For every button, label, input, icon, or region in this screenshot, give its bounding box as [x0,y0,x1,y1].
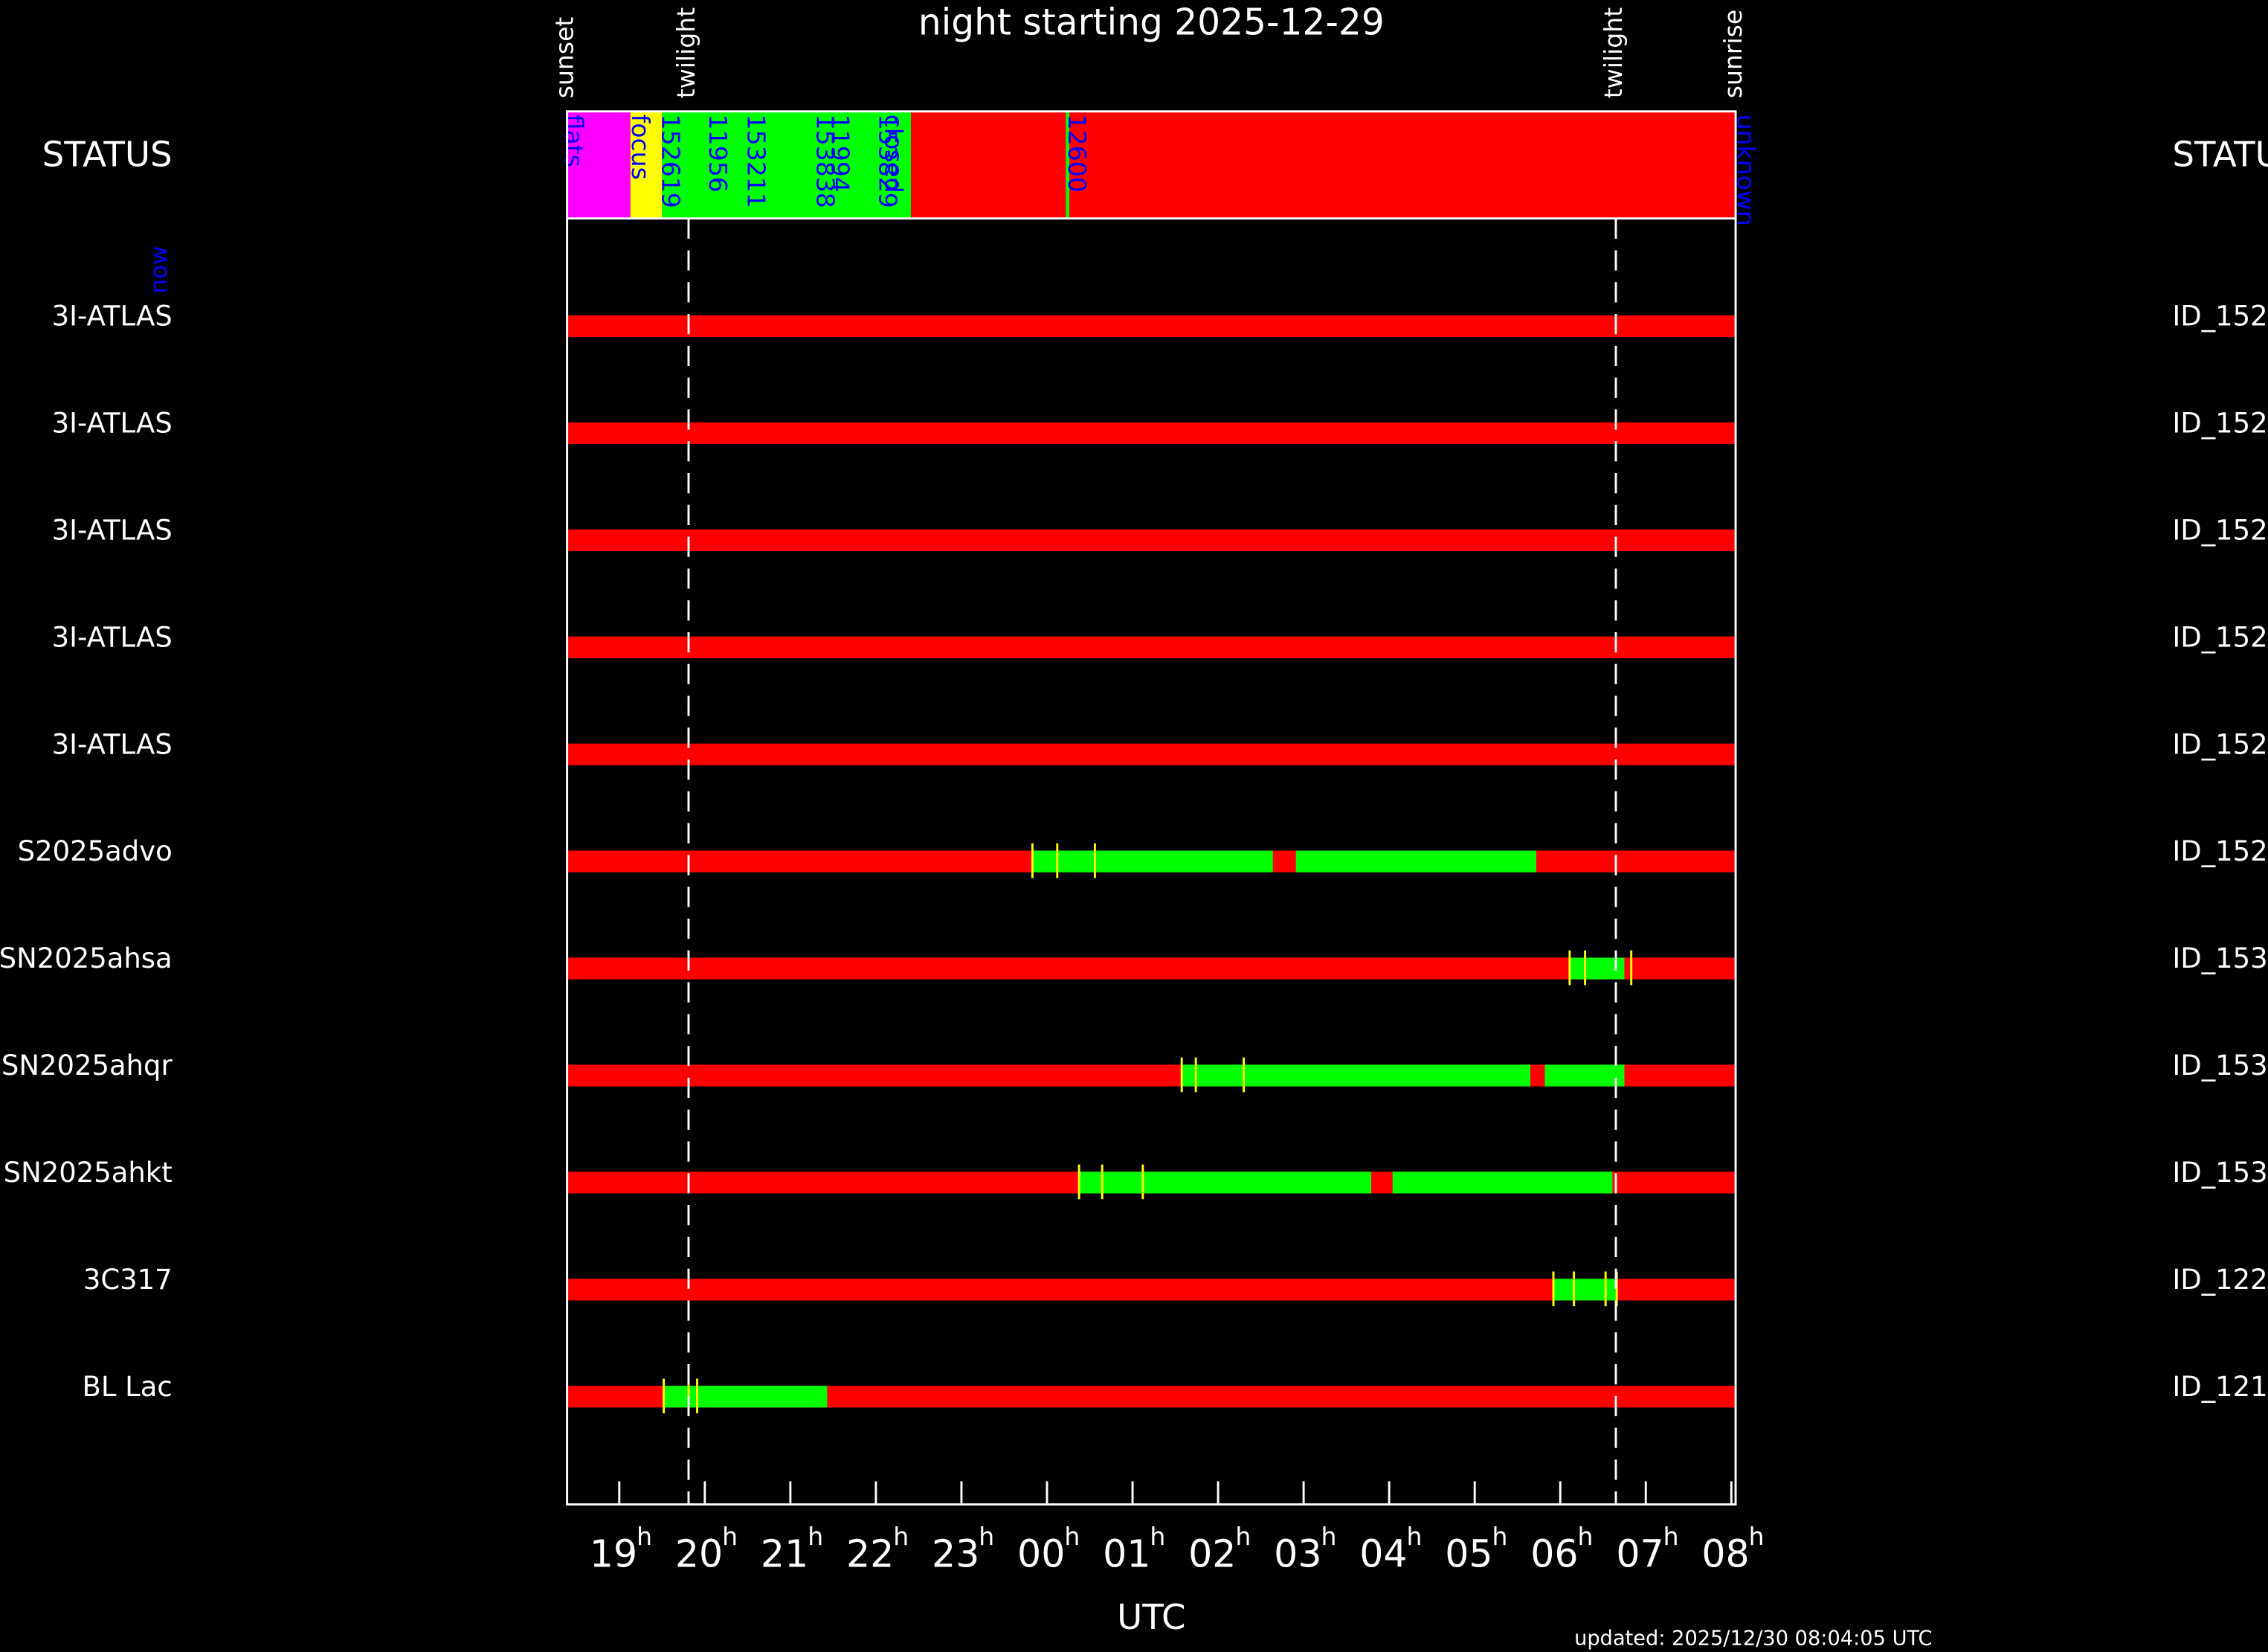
row-name: S2025advo [18,835,173,867]
row-id: ID_152529 [2172,621,2268,653]
event-label: sunrise [1718,10,1747,98]
event-label: sunset [550,17,579,99]
x-tick-unit: h [1578,1522,1594,1551]
x-tick-label: 02 [1188,1532,1236,1575]
x-tick-unit: h [1749,1522,1765,1551]
x-tick-unit: h [1663,1522,1679,1551]
now-label: now [146,246,173,294]
window [1392,1171,1613,1194]
event-label: twilight [1599,7,1628,98]
x-tick-unit: h [1235,1522,1251,1551]
row-name: 3I-ATLAS [52,621,173,653]
row-name: 3I-ATLAS [52,514,173,546]
row-id: ID_15252 [2172,835,2268,867]
row-name: 3I-ATLAS [52,300,173,332]
event-label: twilight [671,7,700,98]
row-id: ID_152524 [2172,514,2268,546]
status-text: 153211 [742,115,771,208]
status-segment [662,111,912,219]
row-background [567,315,1736,338]
row-name: 3I-ATLAS [52,408,173,440]
row-background [567,1279,1736,1301]
row-background [567,1064,1736,1087]
x-tick-unit: h [722,1522,738,1551]
status-text: flats [559,115,588,167]
window [1032,850,1273,872]
row-id: ID_153545 [2172,1157,2268,1189]
window [1079,1171,1371,1194]
row-id: ID_12133, [2172,1371,2268,1403]
plot-frame [566,110,1737,1506]
row-name: SN2025ahsa [0,942,173,974]
row-id: ID_152525 [2172,408,2268,440]
x-tick-label: 07 [1616,1532,1663,1575]
x-tick-label: 05 [1445,1532,1492,1575]
row-id: ID_152522 [2172,300,2268,332]
status-segment [630,111,663,219]
status-text: 152619 [656,115,685,208]
row-name: SN2025ahqr [1,1050,173,1081]
status-label: STATUS [42,135,173,176]
status-text: 12600 [1063,115,1092,193]
window [1553,1279,1617,1301]
x-tick-label: 08 [1701,1532,1749,1575]
x-tick-label: 04 [1359,1532,1407,1575]
status-text: focus [626,115,655,180]
row-background [567,422,1736,445]
status-text: 153829 [874,115,903,208]
row-name: BL Lac [82,1371,172,1403]
x-tick-label: 19 [590,1532,637,1575]
x-tick-unit: h [1492,1522,1508,1551]
x-tick-unit: h [1150,1522,1165,1551]
status-text: 11994 [825,115,854,193]
window [1182,1064,1530,1087]
row-background [567,743,1736,765]
status-text: closed [880,115,909,193]
row-background [567,636,1736,658]
x-tick-unit: h [808,1522,823,1551]
updated: updated: 2025/12/30 08:04:05 UTC [1574,1627,1932,1650]
row-background [567,529,1736,551]
row-id: ID_152528 [2172,728,2268,760]
x-tick-label: 22 [846,1532,894,1575]
chart-title: night starting 2025-12-29 [918,2,1385,44]
row-id: ID_153729 [2172,942,2268,974]
x-tick-label: 21 [761,1532,808,1575]
row-id: ID_153730 [2172,1050,2268,1081]
status-text: 153838 [811,115,840,208]
window [663,1386,828,1408]
status-segment [567,111,631,219]
x-tick-unit: h [893,1522,909,1551]
row-name: 3I-ATLAS [52,728,173,760]
x-tick-unit: h [1064,1522,1080,1551]
x-tick-unit: h [979,1522,994,1551]
status-label: STATUS [2172,135,2268,176]
row-background [567,957,1736,980]
x-tick-label: 03 [1274,1532,1321,1575]
x-tick-label: 23 [932,1532,979,1575]
x-axis-label: UTC [1117,1598,1186,1638]
x-tick-label: 06 [1530,1532,1578,1575]
x-tick-unit: h [1406,1522,1422,1551]
window [1544,1064,1625,1087]
window [1295,850,1537,872]
x-tick-label: 20 [675,1532,723,1575]
x-tick-unit: h [1321,1522,1336,1551]
row-name: SN2025ahkt [4,1157,173,1189]
x-tick-label: 00 [1017,1532,1065,1575]
row-name: 3C317 [83,1264,173,1296]
status-segment [911,111,1736,219]
row-id: ID_12270, [2172,1264,2268,1296]
status-segment [1066,111,1069,219]
status-text: 11956 [703,115,732,193]
x-tick-label: 01 [1103,1532,1150,1575]
x-tick-unit: h [637,1522,652,1551]
